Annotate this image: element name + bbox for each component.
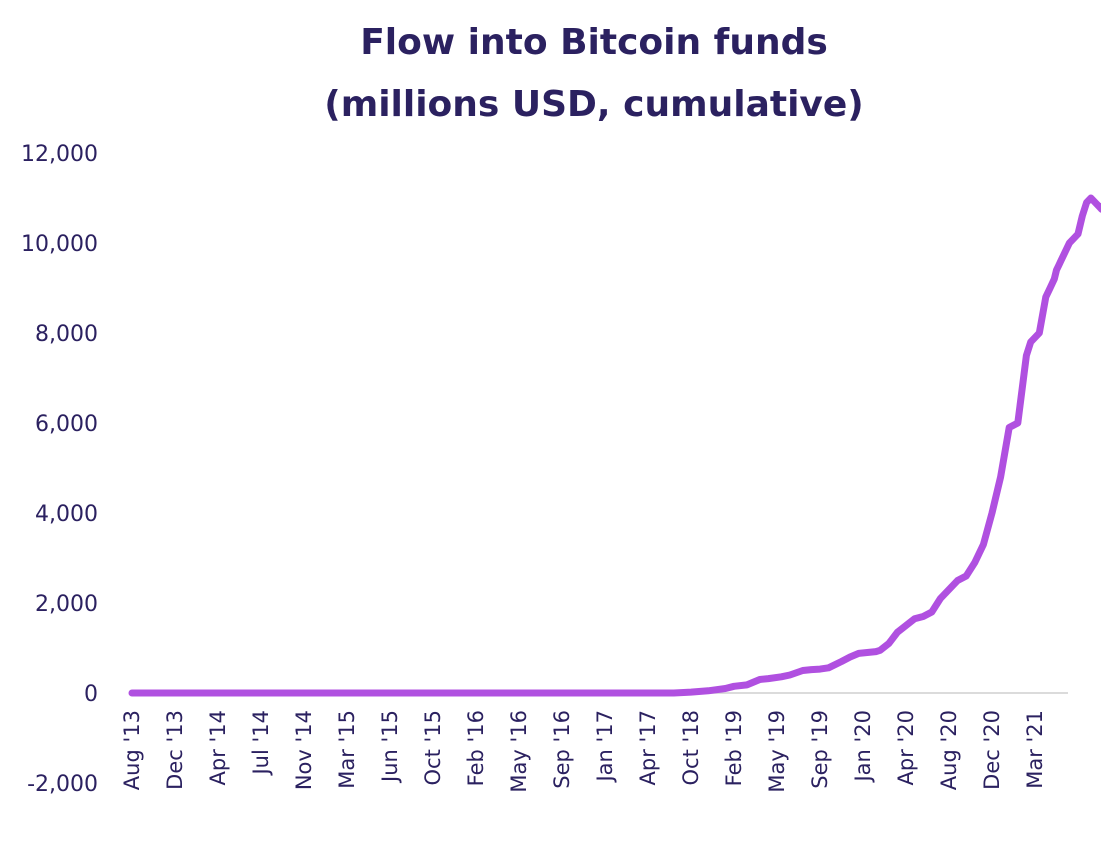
x-tick-label: Apr '20 [894,710,918,786]
x-tick-label: Apr '14 [206,710,230,786]
x-tick-label: Apr '17 [636,710,660,786]
x-tick-label: Mar '21 [1023,710,1047,789]
x-tick-label: Dec '13 [163,710,187,790]
chart-title-line2: (millions USD, cumulative) [324,84,864,125]
y-tick-label: 10,000 [21,232,98,257]
x-tick-label: Dec '20 [980,710,1004,790]
x-tick-label: Jan '17 [593,710,617,784]
x-tick-label: Sep '19 [808,710,832,789]
y-axis: 12,000 10,000 8,000 6,000 4,000 2,000 0 -2,000 [21,142,98,797]
x-tick-label: Oct '18 [679,710,703,785]
y-tick-label: 6,000 [35,412,98,437]
y-tick-label: 8,000 [35,322,98,347]
x-tick-label: Mar '15 [335,710,359,789]
x-tick-label: Jan '20 [851,710,875,784]
x-tick-label: Sep '16 [550,710,574,789]
y-tick-label: 2,000 [35,592,98,617]
y-tick-label: 12,000 [21,142,98,167]
x-tick-label: Feb '19 [722,710,746,786]
series-line-0 [128,194,1101,697]
x-tick-label: Nov '14 [292,710,316,790]
x-tick-label: Aug '13 [120,710,144,790]
x-tick-label: Jul '14 [249,710,273,777]
x-tick-label: Feb '16 [464,710,488,786]
chart-title-line1: Flow into Bitcoin funds [360,22,828,63]
x-tick-label: Jun '15 [378,710,402,784]
x-axis: Aug '13 Dec '13 Apr '14 Jul '14 Nov '14 Mar '… [120,692,1068,793]
y-tick-label: 0 [84,682,98,707]
x-tick-label: May '16 [507,710,531,793]
y-tick-label: 4,000 [35,502,98,527]
plot-area [128,194,1101,697]
x-tick-label: Oct '15 [421,710,445,785]
x-tick-label: Aug '20 [937,710,961,790]
x-tick-label: May '19 [765,710,789,793]
y-tick-label: -2,000 [27,772,98,797]
